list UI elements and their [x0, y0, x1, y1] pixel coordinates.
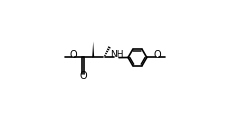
Text: NH: NH — [110, 50, 124, 59]
Text: O: O — [79, 71, 87, 81]
Text: O: O — [69, 50, 77, 60]
Polygon shape — [92, 41, 94, 58]
Text: O: O — [154, 50, 161, 60]
